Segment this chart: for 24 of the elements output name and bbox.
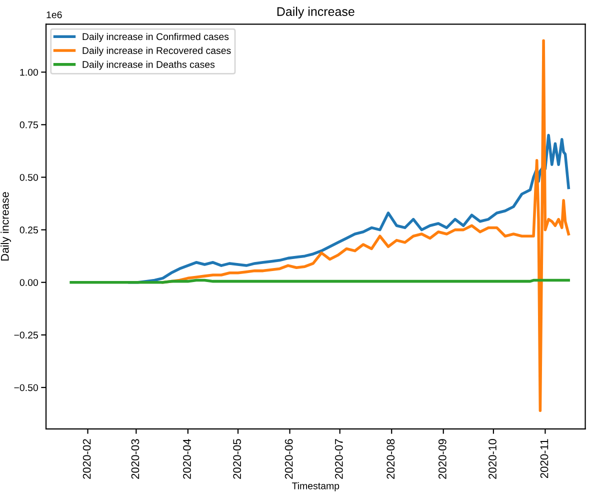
y-tick-label: 0.50 <box>20 174 38 181</box>
legend-label: Daily increase in Confirmed cases <box>82 32 229 42</box>
x-tick-label: 2020-02 <box>82 439 91 479</box>
x-tick-label: 2020-11 <box>540 439 548 478</box>
x-tick-label: 2020-07 <box>334 439 343 479</box>
x-axis-title: Timestamp <box>292 482 340 492</box>
legend-label: Daily increase in Deaths cases <box>82 60 215 70</box>
x-tick-label: 2020-08 <box>386 439 395 479</box>
y-tick-label: 0.00 <box>20 279 38 286</box>
chart-title: Daily increase <box>277 6 354 18</box>
text: 1e6 <box>46 11 62 18</box>
y-tick-label: −0.50 <box>14 384 38 392</box>
x-tick-label: 2020-03 <box>131 439 140 479</box>
y-tick-label: 1.00 <box>20 68 38 76</box>
x-tick-label: 2020-05 <box>233 439 241 479</box>
y-axis-title: Daily increase <box>0 192 12 261</box>
x-tick-label: 2020-06 <box>284 439 293 479</box>
y-tick-label: −0.25 <box>14 332 38 339</box>
y-tick-label: 0.25 <box>20 226 38 234</box>
y-tick-label: 0.75 <box>20 121 38 128</box>
legend-label: Daily increase in Recovered cases <box>82 46 231 56</box>
x-tick-label: 2020-04 <box>183 438 191 479</box>
x-tick-label: 2020-09 <box>438 439 446 479</box>
x-tick-label: 2020-10 <box>488 439 496 479</box>
